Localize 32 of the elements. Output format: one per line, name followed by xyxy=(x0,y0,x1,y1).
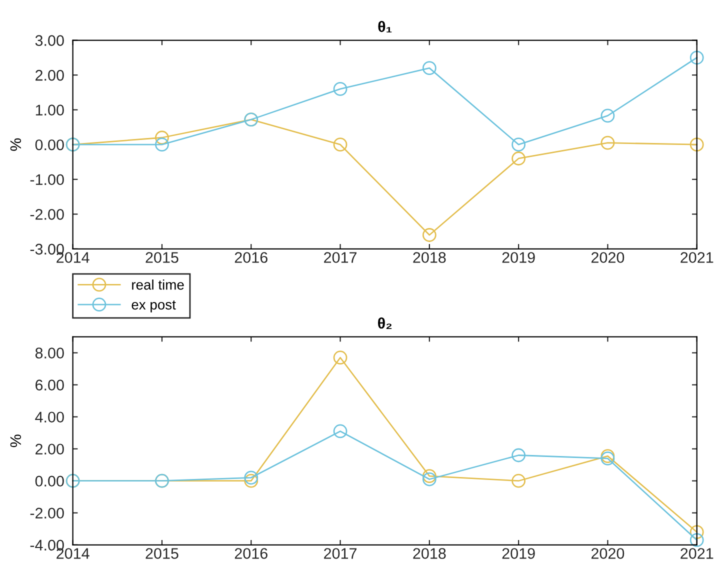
x-tick-label: 2020 xyxy=(591,548,624,559)
y-tick-label: 2.00 xyxy=(36,444,64,455)
x-tick-label: 2021 xyxy=(680,252,714,263)
x-tick-label: 2021 xyxy=(680,548,714,559)
x-tick-label: 2015 xyxy=(146,252,178,263)
y-tick-label: -2.00 xyxy=(30,209,64,220)
x-tick-label: 2017 xyxy=(324,548,356,559)
x-tick-label: 2015 xyxy=(146,548,178,559)
y-tick-label: 1.00 xyxy=(36,104,64,116)
y-tick-label: 0.00 xyxy=(35,476,64,487)
x-tick-label: 2019 xyxy=(502,252,535,263)
x-tick-label: 2018 xyxy=(413,252,446,263)
x-tick-label: 2019 xyxy=(502,548,535,559)
y-tick-label: 4.00 xyxy=(35,412,64,423)
x-tick-label: 2016 xyxy=(234,252,268,263)
y-tick-label: 2.00 xyxy=(36,70,64,81)
y-tick-label: 0.00 xyxy=(35,139,64,150)
y-tick-label: 6.00 xyxy=(36,380,64,391)
chart-title: θ₂ xyxy=(378,317,392,329)
chart-title: θ₁ xyxy=(378,20,392,32)
x-tick-label: 2016 xyxy=(234,548,268,559)
y-tick-label: -2.00 xyxy=(30,508,64,519)
x-tick-label: 2020 xyxy=(591,252,624,263)
legend-label: ex post xyxy=(132,300,176,312)
y-axis-title: % xyxy=(10,138,22,151)
y-tick-label: -1.00 xyxy=(30,174,64,186)
y-axis-title: % xyxy=(10,434,22,448)
x-tick-label: 2017 xyxy=(324,252,356,263)
y-tick-label: 3.00 xyxy=(35,35,64,46)
legend-label: real time xyxy=(132,280,184,290)
y-tick-label: 8.00 xyxy=(35,348,64,358)
x-tick-label: 2018 xyxy=(413,548,446,559)
